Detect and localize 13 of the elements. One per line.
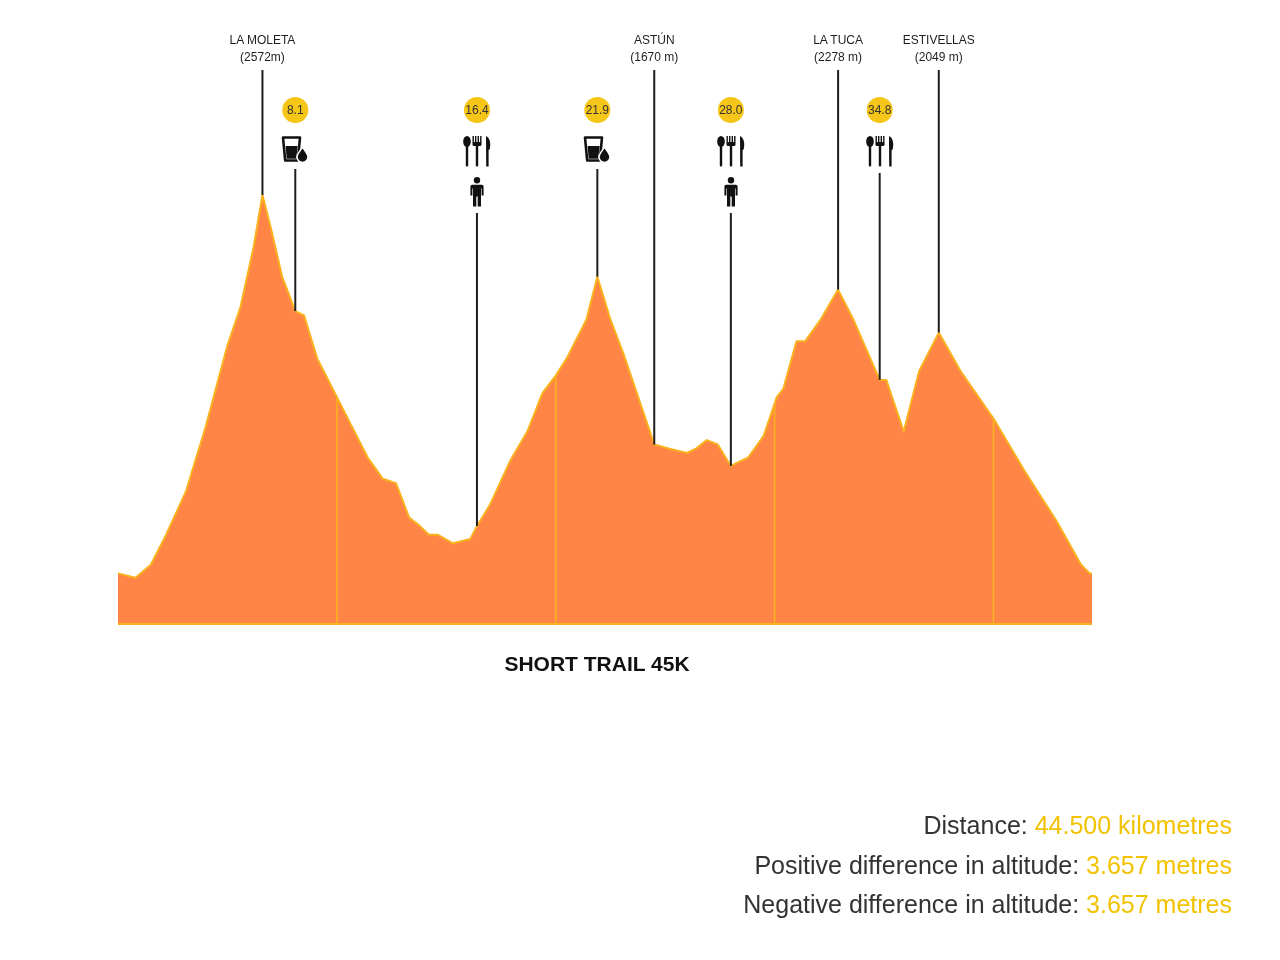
text: SHORT TRAIL 45K bbox=[504, 652, 690, 675]
annotation: ASTÚN (1670 m) bbox=[630, 32, 679, 64]
annotation: LA MOLETA (2572m) bbox=[229, 33, 296, 64]
annotation: LA TUCA (2278 m) bbox=[813, 33, 864, 64]
text: Distance: 44.500 kilometres bbox=[923, 811, 1232, 839]
annotation: ESTIVELLAS (2049 m) bbox=[902, 33, 975, 64]
x-tick-label: 8.1 bbox=[286, 103, 304, 118]
x-tick-label: 16.4 bbox=[465, 103, 489, 118]
x-tick-label: 21.9 bbox=[585, 103, 610, 118]
x-tick-label: 28.0 bbox=[719, 103, 743, 118]
text: Negative difference in altitude: 3.657 metres bbox=[743, 890, 1233, 918]
text: Positive difference in altitude: 3.657 metres bbox=[754, 850, 1233, 879]
x-tick-label: 34.8 bbox=[868, 103, 892, 118]
